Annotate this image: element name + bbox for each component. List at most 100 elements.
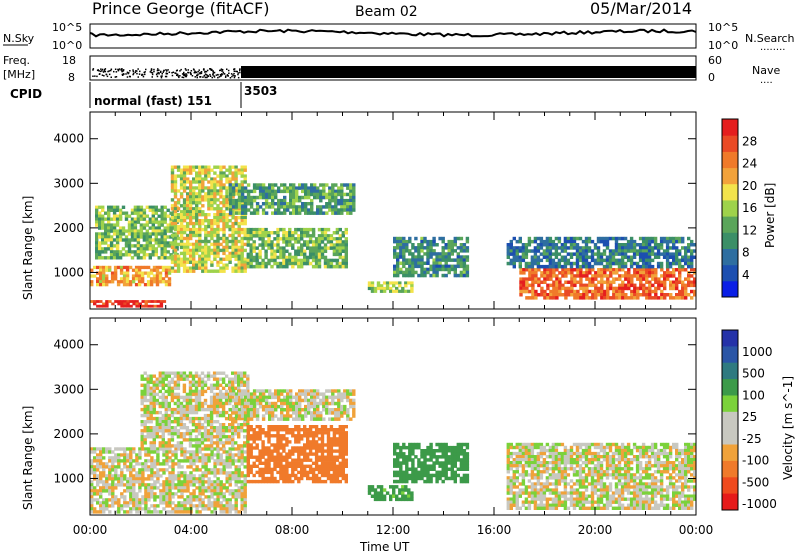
heatmap-cell: [243, 404, 248, 409]
heatmap-cell: [221, 404, 226, 409]
freq-dot: [190, 73, 192, 76]
heatmap-cell: [201, 486, 205, 490]
heatmap-cell: [159, 462, 163, 466]
heatmap-cell: [96, 271, 100, 275]
freq-dot: [219, 69, 222, 71]
heatmap-cell: [219, 180, 223, 184]
heatmap-cell: [200, 386, 205, 390]
heatmap-cell: [311, 264, 316, 269]
heatmap-cell: [212, 395, 217, 400]
heatmap-cell: [170, 371, 175, 375]
heatmap-cell: [225, 471, 229, 475]
heatmap-cell: [201, 459, 205, 463]
heatmap-cell: [219, 486, 223, 490]
heatmap-cell: [170, 207, 175, 211]
heatmap-cell: [132, 459, 136, 463]
heatmap-cell: [255, 186, 260, 190]
heatmap-cell: [114, 483, 118, 487]
heatmap-cell: [136, 250, 141, 254]
heatmap-cell: [166, 229, 170, 233]
heatmap-cell: [240, 501, 244, 505]
heatmap-cell: [102, 280, 106, 284]
heatmap-cell: [140, 432, 144, 436]
heatmap-cell: [288, 261, 292, 266]
heatmap-cell: [155, 383, 159, 387]
heatmap-cell: [618, 286, 622, 291]
heatmap-cell: [153, 483, 157, 487]
heatmap-cell: [210, 248, 214, 253]
heatmap-cell: [317, 237, 322, 241]
freq-dot: [156, 69, 159, 72]
heatmap-cell: [118, 214, 123, 218]
heatmap-cell: [105, 498, 109, 502]
heatmap-cell: [533, 246, 538, 250]
freq-dot: [110, 69, 112, 72]
heatmap-cell: [620, 258, 625, 263]
heatmap-cell: [310, 202, 314, 206]
heatmap-cell: [170, 213, 175, 217]
heatmap-cell: [129, 304, 133, 308]
heatmap-cell: [222, 257, 226, 261]
heatmap-cell: [157, 229, 161, 233]
heatmap-cell: [182, 171, 187, 175]
heatmap-cell: [101, 220, 105, 224]
heatmap-cell: [429, 273, 433, 278]
heatmap-cell: [176, 201, 181, 205]
heatmap-cell: [572, 246, 577, 250]
heatmap-cell: [423, 252, 427, 256]
heatmap-cell: [167, 432, 171, 436]
heatmap-cell: [246, 258, 250, 263]
heatmap-cell: [215, 380, 220, 384]
heatmap-cell: [555, 296, 559, 300]
heatmap-cell: [222, 251, 226, 256]
heatmap-cell: [120, 480, 124, 484]
heatmap-cell: [99, 492, 103, 496]
heatmap-cell: [581, 264, 586, 269]
freq-dot: [132, 70, 135, 73]
heatmap-cell: [668, 246, 673, 250]
heatmap-cell: [609, 268, 613, 272]
heatmap-cell: [228, 377, 232, 381]
heatmap-cell: [201, 177, 205, 181]
heatmap-cell: [228, 183, 233, 187]
heatmap-cell: [549, 268, 553, 272]
heatmap-cell: [192, 462, 196, 466]
heatmap-cell: [246, 195, 251, 200]
heatmap-cell: [204, 471, 208, 475]
heatmap-cell: [566, 236, 571, 241]
heatmap-cell: [197, 420, 202, 424]
heatmap-cell: [334, 211, 338, 215]
heatmap-cell: [240, 495, 244, 499]
heatmap-cell: [289, 189, 293, 194]
heatmap-cell: [344, 258, 348, 263]
heatmap-cell: [331, 192, 335, 197]
heatmap-cell: [189, 504, 193, 508]
heatmap-cell: [186, 213, 190, 217]
heatmap-cell: [126, 453, 130, 457]
heatmap-cell: [656, 243, 661, 247]
heatmap-cell: [240, 450, 244, 454]
heatmap-cell: [218, 395, 223, 400]
heatmap-cell: [168, 492, 172, 496]
heatmap-cell: [95, 250, 99, 254]
heatmap-cell: [666, 274, 670, 278]
heatmap-cell: [176, 420, 181, 424]
heatmap-cell: [161, 438, 165, 442]
heatmap-cell: [301, 205, 305, 209]
heatmap-cell: [189, 192, 193, 196]
heatmap-cell: [352, 202, 356, 206]
heatmap-cell: [146, 429, 150, 433]
heatmap-cell: [536, 243, 541, 247]
heatmap-cell: [198, 474, 202, 478]
heatmap-cell: [597, 274, 601, 278]
heatmap-cell: [334, 202, 338, 206]
heatmap-cell: [285, 258, 289, 263]
freq-dot: [172, 71, 175, 73]
heatmap-cell: [531, 286, 535, 291]
heatmap-cell: [155, 265, 160, 270]
heatmap-cell: [341, 243, 345, 247]
heatmap-cell: [297, 234, 301, 238]
heatmap-cell: [668, 261, 673, 266]
heatmap-cell: [201, 489, 205, 493]
heatmap-cell: [557, 239, 562, 244]
